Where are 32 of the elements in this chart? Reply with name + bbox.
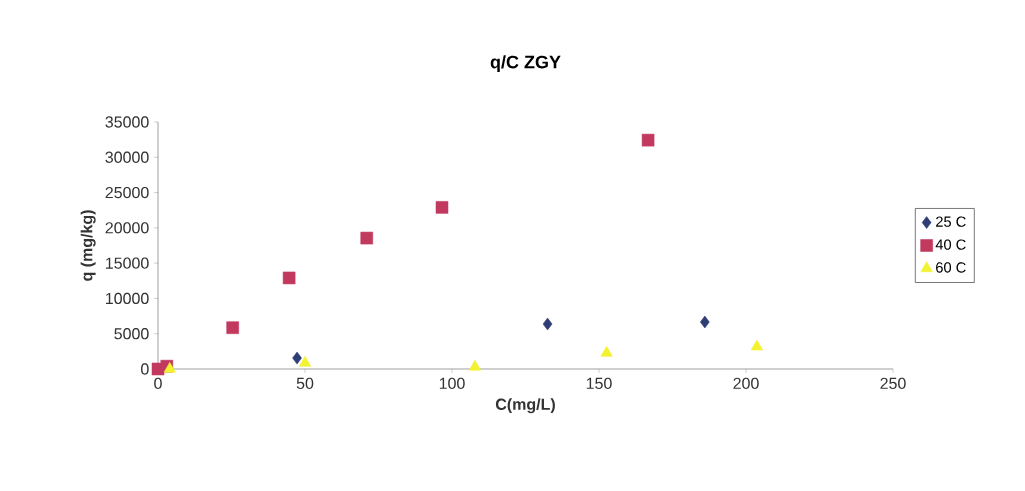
y-tick-label: 10000 bbox=[106, 292, 149, 305]
x-tick-label: 100 bbox=[439, 377, 465, 390]
y-tick-label: 25000 bbox=[105, 186, 149, 199]
point bbox=[750, 339, 763, 351]
point bbox=[600, 346, 613, 357]
y-tick-label: 0 bbox=[141, 363, 149, 375]
point bbox=[298, 356, 312, 367]
point bbox=[292, 351, 302, 365]
point bbox=[700, 315, 710, 329]
point bbox=[360, 231, 374, 245]
point bbox=[435, 201, 449, 214]
y-tick-label: 35000 bbox=[105, 116, 149, 128]
point bbox=[468, 359, 481, 371]
y-tick-label: 15000 bbox=[106, 257, 149, 269]
x-tick-label: 150 bbox=[586, 377, 612, 390]
chart-title: q/C ZGY bbox=[490, 55, 561, 72]
x-tick-label: 50 bbox=[296, 377, 314, 390]
y-axis-title: q (mg/kg) bbox=[80, 210, 96, 281]
point bbox=[641, 133, 655, 147]
point bbox=[226, 321, 239, 334]
legend-label: 25 C bbox=[936, 216, 966, 227]
y-tick-label: 30000 bbox=[105, 151, 149, 163]
point bbox=[542, 317, 553, 331]
x-tick-label: 250 bbox=[880, 377, 906, 390]
y-tick-label: 5000 bbox=[114, 328, 149, 340]
x-tick-label: 0 bbox=[154, 377, 162, 390]
legend-label: 60 C bbox=[936, 262, 966, 273]
x-tick-label: 200 bbox=[733, 377, 759, 390]
legend-label: 40 C bbox=[935, 239, 966, 250]
x-axis-title: C(mg/L) bbox=[495, 398, 555, 414]
y-tick-label: 20000 bbox=[105, 222, 149, 234]
point bbox=[282, 271, 296, 285]
